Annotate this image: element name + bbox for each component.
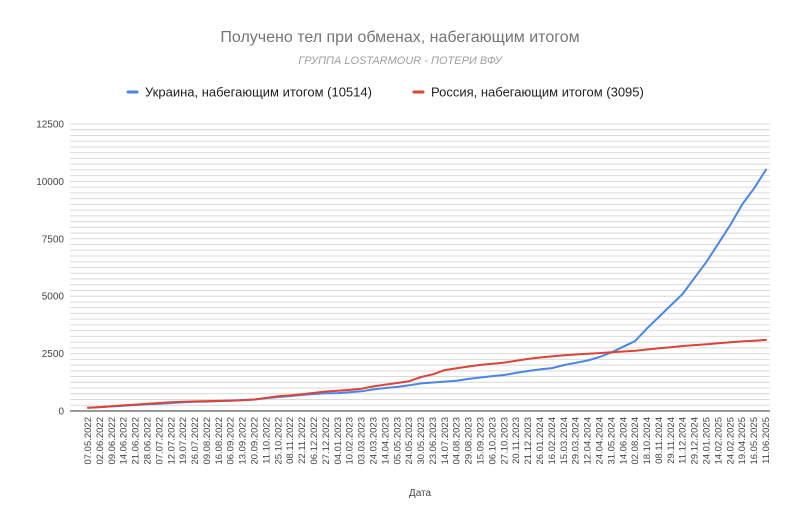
- chart-subtitle: ГРУППА LOSTARMOUR - ПОТЕРИ ВФУ: [298, 55, 502, 67]
- x-tick-label: 26.01.2024: [535, 417, 546, 465]
- y-tick-label: 2500: [42, 349, 65, 360]
- grid: [70, 123, 770, 412]
- x-tick-label: 19.04.2025: [737, 417, 748, 465]
- x-tick-label: 24.01.2025: [702, 417, 713, 465]
- x-axis-label: Дата: [409, 488, 432, 499]
- legend-label-1: Россия, набегающим итогом (3095): [431, 85, 644, 100]
- x-tick-label: 25.10.2022: [273, 417, 284, 465]
- legend-label-0: Украина, набегающим итогом (10514): [145, 85, 372, 100]
- x-tick-label: 14.06.2024: [618, 417, 629, 465]
- x-tick-label: 18.10.2024: [642, 417, 653, 465]
- x-tick-label: 16.05.2025: [749, 417, 760, 465]
- x-tick-label: 28.06.2022: [142, 417, 153, 465]
- x-tick-label: 30.05.2023: [416, 417, 427, 465]
- legend: Украина, набегающим итогом (10514) Россия…: [126, 85, 644, 100]
- x-tick-label: 20.09.2022: [250, 417, 261, 465]
- x-tick-label: 10.02.2023: [345, 417, 356, 465]
- x-tick-label: 14.04.2023: [380, 417, 391, 465]
- x-tick-label: 05.05.2023: [392, 417, 403, 465]
- x-tick-label: 08.11.2024: [654, 417, 665, 464]
- x-tick-label: 24.05.2023: [404, 417, 415, 465]
- x-tick-label: 02.08.2024: [630, 417, 641, 465]
- x-tick-label: 15.03.2024: [559, 417, 570, 465]
- y-axis-ticks: 0 2500 5000 7500 10000 12500: [36, 120, 64, 418]
- x-tick-label: 11.06.2025: [761, 417, 772, 464]
- x-tick-label: 12.04.2024: [583, 417, 594, 465]
- x-tick-label: 22.11.2022: [297, 417, 308, 464]
- x-tick-label: 11.10.2022: [261, 417, 272, 464]
- x-tick-label: 27.12.2022: [321, 417, 332, 465]
- x-tick-label: 06.12.2022: [309, 417, 320, 465]
- x-tick-label: 14.06.2022: [119, 417, 130, 465]
- x-tick-label: 20.11.2023: [511, 417, 522, 464]
- x-tick-label: 29.11.2024: [666, 417, 677, 464]
- x-tick-label: 15.09.2023: [476, 417, 487, 465]
- x-tick-label: 06.09.2022: [226, 417, 237, 465]
- y-tick-label: 10000: [36, 177, 64, 188]
- series-lines: [87, 168, 767, 409]
- y-tick-label: 5000: [42, 292, 65, 303]
- x-tick-label: 29.08.2023: [464, 417, 475, 465]
- x-tick-label: 23.06.2023: [428, 417, 439, 465]
- x-tick-label: 12.07.2022: [166, 417, 177, 465]
- x-tick-label: 16.08.2022: [214, 417, 225, 465]
- x-tick-label: 02.06.2022: [95, 417, 106, 465]
- y-tick-label: 7500: [42, 234, 65, 245]
- y-tick-label: 12500: [36, 120, 64, 131]
- x-tick-label: 27.10.2023: [499, 417, 510, 465]
- x-tick-label: 24.03.2023: [368, 417, 379, 465]
- series-line-1: [87, 338, 767, 409]
- x-tick-label: 09.08.2022: [202, 417, 213, 465]
- x-axis-ticks: 07.05.2022 02.06.2022 09.06.2022 14.06.2022…: [83, 417, 772, 465]
- y-tick-label: 0: [58, 407, 64, 418]
- x-tick-label: 07.07.2022: [154, 417, 165, 465]
- x-tick-label: 14.02.2025: [713, 417, 724, 465]
- x-tick-label: 11.12.2024: [678, 417, 689, 464]
- x-tick-label: 04.01.2023: [333, 417, 344, 465]
- x-tick-label: 21.12.2023: [523, 417, 534, 465]
- x-tick-label: 24.04.2024: [594, 417, 605, 465]
- x-tick-label: 16.02.2024: [547, 417, 558, 465]
- x-tick-label: 06.10.2023: [487, 417, 498, 465]
- x-tick-label: 13.09.2022: [238, 417, 249, 465]
- x-tick-label: 04.08.2023: [452, 417, 463, 465]
- chart-title: Получено тел при обменах, набегающим ито…: [220, 29, 579, 46]
- x-tick-label: 29.12.2024: [690, 417, 701, 465]
- x-tick-label: 24.02.2025: [725, 417, 736, 465]
- x-tick-label: 08.11.2022: [285, 417, 296, 464]
- x-tick-label: 21.06.2022: [131, 417, 142, 465]
- x-tick-label: 09.06.2022: [107, 417, 118, 465]
- x-tick-label: 31.05.2024: [606, 417, 617, 465]
- series-line-0: [87, 168, 767, 409]
- x-tick-label: 26.07.2022: [190, 417, 201, 465]
- x-tick-label: 07.05.2022: [83, 417, 94, 465]
- x-tick-label: 03.03.2023: [357, 417, 368, 465]
- x-tick-label: 19.07.2022: [178, 417, 189, 465]
- x-tick-label: 14.07.2023: [440, 417, 451, 465]
- x-tick-label: 29.03.2024: [571, 417, 582, 465]
